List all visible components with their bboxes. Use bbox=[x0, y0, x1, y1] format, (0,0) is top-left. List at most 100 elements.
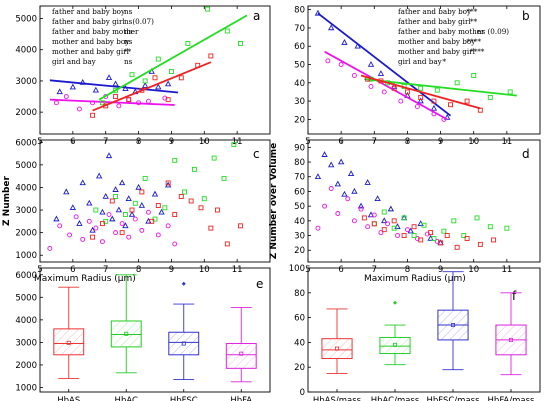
data-point-circle bbox=[345, 196, 351, 202]
y-tick-label: 0 bbox=[300, 388, 305, 398]
data-point-square bbox=[182, 189, 188, 195]
x-tick-label: 7 bbox=[372, 265, 377, 275]
y-tick-label: 60 bbox=[294, 187, 305, 197]
data-point-square bbox=[201, 196, 207, 202]
data-point-square bbox=[155, 203, 161, 208]
box-body bbox=[168, 331, 200, 356]
box-outlier bbox=[393, 300, 397, 305]
annotation-significance: ns (0.09) bbox=[477, 27, 509, 36]
y-tick-label: 5000 bbox=[15, 161, 37, 171]
data-point-triangle bbox=[321, 151, 328, 157]
data-point-square bbox=[178, 75, 184, 81]
data-point-square bbox=[381, 209, 387, 215]
data-point-square bbox=[126, 97, 132, 103]
data-point-triangle bbox=[151, 190, 159, 197]
data-point-triangle bbox=[387, 205, 395, 212]
y-tick-label: 2000 bbox=[15, 108, 37, 118]
annotation-significance: ** bbox=[124, 47, 132, 56]
plot-frame bbox=[39, 5, 271, 135]
annotation-significance: **** bbox=[467, 37, 482, 46]
data-point-square bbox=[99, 221, 105, 227]
x-tick-label: 6 bbox=[70, 265, 75, 275]
annotation-significance: ns bbox=[124, 57, 133, 66]
y-tick-label: 60 bbox=[294, 314, 305, 324]
data-point-square bbox=[142, 78, 148, 84]
x-tick-label: 11 bbox=[232, 265, 243, 275]
data-point-circle bbox=[73, 214, 79, 220]
data-point-square bbox=[119, 230, 125, 236]
data-point-circle bbox=[325, 58, 331, 64]
data-point-circle bbox=[132, 216, 138, 222]
data-point-circle bbox=[113, 230, 119, 236]
data-point-circle bbox=[385, 221, 390, 227]
data-point-triangle bbox=[112, 80, 119, 87]
y-tick-label: 4000 bbox=[15, 316, 37, 326]
data-point-square bbox=[454, 80, 460, 86]
category-label: HbFSC bbox=[170, 396, 198, 401]
fit-line bbox=[364, 78, 517, 97]
box-mean bbox=[508, 337, 513, 342]
data-point-square bbox=[109, 198, 115, 204]
box-body bbox=[110, 320, 142, 348]
data-point-square bbox=[172, 157, 178, 163]
data-point-circle bbox=[398, 98, 404, 104]
data-point-circle bbox=[139, 227, 145, 233]
data-point-triangle bbox=[417, 97, 424, 104]
y-tick-label: 50 bbox=[294, 61, 305, 71]
data-point-circle bbox=[93, 225, 99, 231]
data-point-square bbox=[113, 87, 119, 93]
data-point-triangle bbox=[357, 202, 365, 209]
data-point-square bbox=[491, 237, 497, 243]
data-point-square bbox=[191, 166, 197, 172]
x-tick-label: 11 bbox=[501, 265, 512, 275]
y-tick-label: 80 bbox=[294, 6, 305, 16]
data-point-circle bbox=[145, 209, 151, 215]
data-point-triangle bbox=[328, 161, 335, 168]
data-point-triangle bbox=[76, 220, 83, 226]
y-tick-label: 3000 bbox=[15, 206, 37, 216]
data-point-circle bbox=[119, 221, 125, 227]
data-point-triangle bbox=[155, 83, 162, 90]
panel-letter: d bbox=[522, 147, 530, 161]
data-point-circle bbox=[368, 84, 374, 89]
data-point-triangle bbox=[86, 199, 93, 206]
y-tick-label: 20 bbox=[294, 246, 305, 256]
x-tick-label: 6 bbox=[338, 265, 343, 275]
annotation-significance: ns bbox=[124, 7, 133, 16]
data-point-triangle bbox=[122, 222, 129, 229]
data-point-square bbox=[142, 175, 148, 181]
annotation-significance: *** bbox=[467, 7, 478, 16]
category-label: HbFA bbox=[230, 396, 252, 401]
y-tick-label: 2000 bbox=[15, 229, 37, 239]
data-point-circle bbox=[126, 97, 132, 103]
y-tick-label: 6000 bbox=[15, 271, 37, 281]
data-point-circle bbox=[99, 239, 105, 245]
fit-line bbox=[360, 74, 481, 110]
annotation-label: father and baby boy bbox=[398, 7, 472, 16]
data-point-square bbox=[149, 218, 155, 224]
data-point-square bbox=[404, 89, 410, 95]
panel-letter: a bbox=[253, 9, 260, 23]
data-point-square bbox=[198, 205, 204, 211]
data-point-square bbox=[461, 233, 467, 238]
data-point-square bbox=[152, 75, 158, 81]
data-point-circle bbox=[371, 212, 377, 218]
data-point-square bbox=[188, 198, 194, 204]
data-point-circle bbox=[172, 241, 178, 247]
data-point-circle bbox=[322, 203, 328, 209]
annotation-label: mother and baby boy bbox=[398, 37, 476, 46]
data-point-triangle bbox=[118, 179, 126, 186]
data-point-circle bbox=[351, 218, 357, 224]
data-point-square bbox=[504, 225, 510, 231]
data-point-square bbox=[411, 224, 417, 230]
data-point-triangle bbox=[69, 204, 77, 211]
data-point-square bbox=[391, 85, 397, 91]
y-tick-label: 30 bbox=[294, 232, 305, 242]
data-point-square bbox=[477, 241, 483, 247]
data-point-triangle bbox=[347, 170, 355, 177]
box-outlier bbox=[181, 281, 186, 286]
y-tick-label: 40 bbox=[294, 338, 305, 348]
annotation-label: father and baby mother bbox=[52, 27, 139, 36]
data-point-triangle bbox=[125, 195, 132, 201]
